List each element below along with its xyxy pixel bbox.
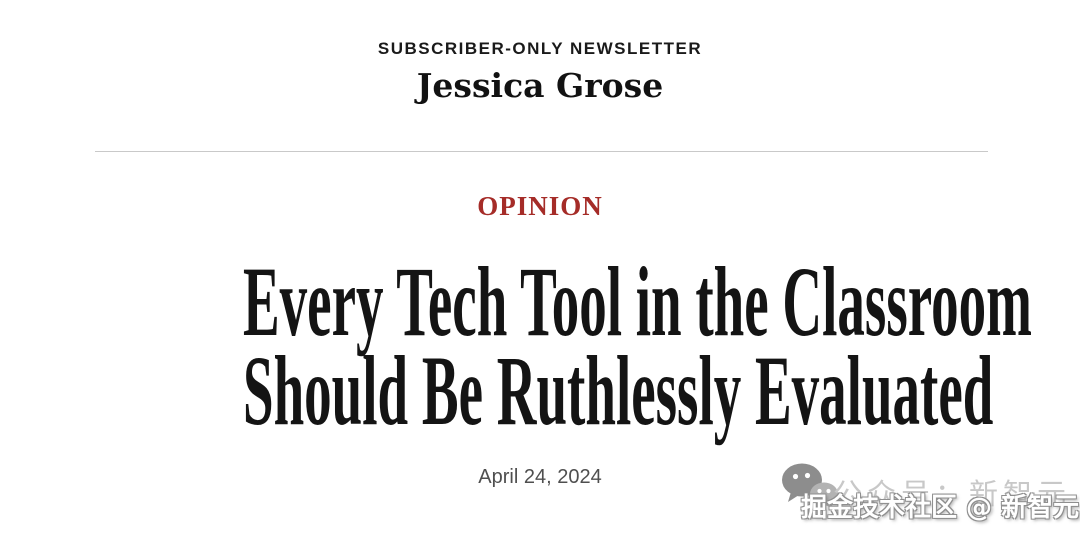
newsletter-author-title: Jessica Grose <box>416 66 664 105</box>
newsletter-kicker: SUBSCRIBER-ONLY NEWSLETTER <box>377 39 703 58</box>
section-divider <box>95 151 988 152</box>
article-headline: Every Tech Tool in the Classroom Should … <box>0 246 1080 446</box>
wechat-icon <box>781 462 839 510</box>
juejin-watermark-text: 掘金技术社区 @ 新智元 <box>801 493 1080 523</box>
opinion-section-label: OPINION <box>477 191 603 221</box>
headline-line-1: Every Tech Tool in the Classroom <box>243 246 1032 357</box>
headline-line-2: Should Be Ruthlessly Evaluated <box>243 335 994 446</box>
publish-date: April 24, 2024 <box>478 466 602 488</box>
wechat-watermark-text: 公众号：新智元 <box>833 477 1072 511</box>
